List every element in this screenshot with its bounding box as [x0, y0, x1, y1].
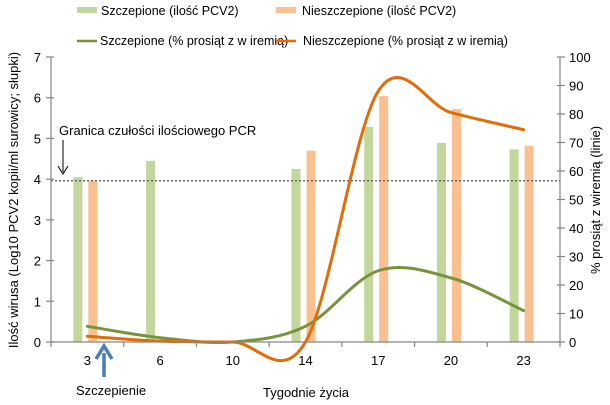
- y-tick-label-0: 0: [34, 335, 41, 350]
- y-tick-label-3: 3: [34, 213, 41, 228]
- y2-tick-label-30: 30: [569, 250, 583, 265]
- y2-tick-label-70: 70: [569, 136, 583, 151]
- y-tick-label-7: 7: [34, 50, 41, 65]
- vaccination-annotation: Szczepienie: [76, 342, 146, 398]
- bar-vaccinated-week-17: [364, 127, 374, 343]
- y-axis-title: Ilość wirusa (Log10 PCV2 kopii/ml surowi…: [6, 52, 21, 348]
- legend-label-vaccinated-line: Szczepione (% prosiąt z w iremią): [100, 34, 288, 48]
- legend-label-unvaccinated-line: Nieszczepione (% prosiąt z w iremią): [303, 34, 508, 48]
- y-tick-label-5: 5: [34, 131, 41, 146]
- y2-tick-label-90: 90: [569, 79, 583, 94]
- legend-item-line-1: Nieszczepione (% prosiąt z w iremią): [276, 34, 508, 48]
- x-tick-label-14: 14: [298, 353, 312, 368]
- legend-label-vaccinated-bars: Szczepione (ilość PCV2): [101, 4, 239, 18]
- threshold-label: Granica czułości ilościowego PCR: [59, 123, 256, 138]
- vaccination-label: Szczepienie: [76, 383, 146, 398]
- bar-unvaccinated-week-3: [88, 180, 98, 342]
- y2-tick-label-50: 50: [569, 193, 583, 208]
- y2-axis-title: % prosiąt z wiremią (linie): [588, 126, 603, 274]
- bar-unvaccinated-week-23: [524, 145, 534, 342]
- y-tick-label-2: 2: [34, 254, 41, 269]
- y2-tick-label-0: 0: [569, 335, 576, 350]
- threshold-annotation: Granica czułości ilościowego PCR: [57, 123, 256, 175]
- x-tick-label-6: 6: [156, 353, 163, 368]
- bar-vaccinated-week-14: [291, 168, 301, 342]
- down-arrow-icon: [57, 165, 69, 175]
- legend-item-bar-1: Nieszczepione (ilość PCV2): [276, 4, 456, 18]
- legend-item-line-0: Szczepione (% prosiąt z w iremią): [77, 34, 288, 48]
- x-axis-title: Tygodnie życia: [263, 385, 350, 400]
- bar-unvaccinated-week-17: [379, 96, 389, 342]
- y2-tick-label-20: 20: [569, 278, 583, 293]
- bar-unvaccinated-week-20: [451, 109, 461, 342]
- legend-swatch-vaccinated-bars: [77, 7, 97, 13]
- legend-item-bar-0: Szczepione (ilość PCV2): [77, 4, 239, 18]
- y-tick-label-4: 4: [34, 172, 41, 187]
- line-vaccinated: [85, 266, 526, 345]
- bars-layer: [73, 96, 534, 343]
- y-tick-label-1: 1: [34, 294, 41, 309]
- y2-tick-label-10: 10: [569, 307, 583, 322]
- x-tick-label-10: 10: [226, 353, 240, 368]
- x-tick-label-17: 17: [371, 353, 385, 368]
- y2-tick-label-100: 100: [569, 50, 591, 65]
- bar-vaccinated-week-20: [436, 142, 446, 342]
- y2-tick-label-40: 40: [569, 221, 583, 236]
- bar-vaccinated-week-23: [509, 149, 519, 342]
- x-tick-label-20: 20: [444, 353, 458, 368]
- bar-vaccinated-week-6: [146, 160, 156, 342]
- up-arrow-icon: [94, 342, 114, 360]
- x-tick-label-3: 3: [84, 353, 91, 368]
- y2-tick-label-80: 80: [569, 107, 583, 122]
- bar-unvaccinated-week-14: [306, 150, 316, 342]
- x-tick-label-23: 23: [516, 353, 530, 368]
- legend-label-unvaccinated-bars: Nieszczepione (ilość PCV2): [302, 4, 456, 18]
- bar-vaccinated-week-3: [73, 177, 83, 342]
- legend: Szczepione (ilość PCV2) Nieszczepione (i…: [77, 4, 508, 48]
- legend-swatch-unvaccinated-bars: [276, 7, 296, 13]
- y-tick-label-6: 6: [34, 91, 41, 106]
- y2-tick-label-60: 60: [569, 164, 583, 179]
